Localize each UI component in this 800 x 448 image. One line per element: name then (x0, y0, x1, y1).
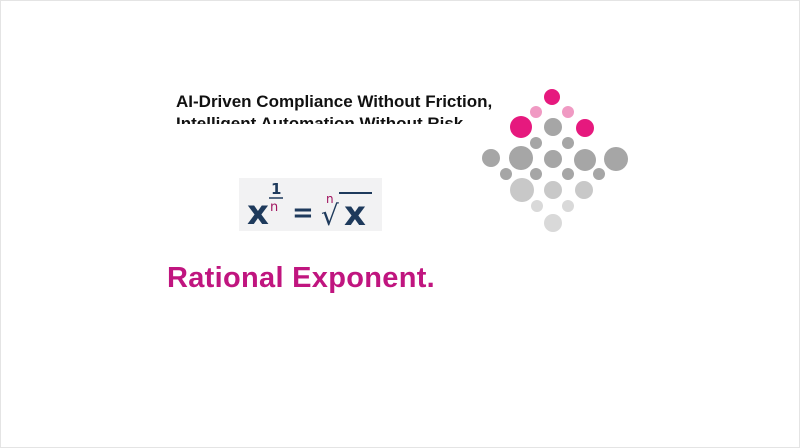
logo-dot (530, 137, 542, 149)
logo-dot (510, 178, 534, 202)
formula-exponent-denominator: n (270, 200, 278, 215)
logo-dot (509, 146, 533, 170)
logo-dot (604, 147, 628, 171)
logo-dot (575, 181, 593, 199)
formula-svg: x 1 n = n √ x (247, 180, 372, 231)
logo-dot (510, 116, 532, 138)
logo-dot (530, 168, 542, 180)
logo-dot (544, 89, 560, 105)
tagline-line-2: Intelligent Automation Without Risk (176, 114, 464, 124)
logo-dot (574, 149, 596, 171)
formula-base: x (247, 193, 269, 231)
logo-dot (544, 214, 562, 232)
slide-heading: Rational Exponent. (167, 262, 436, 294)
tagline-line-1: AI-Driven Compliance Without Friction, (176, 92, 493, 111)
logo-dot (500, 168, 512, 180)
logo-dot (593, 168, 605, 180)
logo-dot (531, 200, 543, 212)
formula-exponent-numerator: 1 (271, 180, 281, 198)
logo-dot (562, 168, 574, 180)
tagline: AI-Driven Compliance Without Friction, I… (176, 91, 492, 124)
logo-dot (562, 137, 574, 149)
formula-radicand: x (344, 194, 366, 231)
logo-dot (576, 119, 594, 137)
logo-dot (544, 118, 562, 136)
logo-svg (482, 89, 628, 232)
formula-radical: √ (321, 199, 339, 231)
dot-diamond-logo-icon (478, 86, 630, 236)
formula-root-index: n (326, 192, 334, 206)
logo-dot (544, 150, 562, 168)
logo-dot (562, 200, 574, 212)
logo-dot (544, 181, 562, 199)
logo-dot (530, 106, 542, 118)
logo-dot (562, 106, 574, 118)
formula-image: x 1 n = n √ x (239, 178, 382, 231)
logo-dot (482, 149, 500, 167)
formula-equals: = (292, 198, 314, 228)
